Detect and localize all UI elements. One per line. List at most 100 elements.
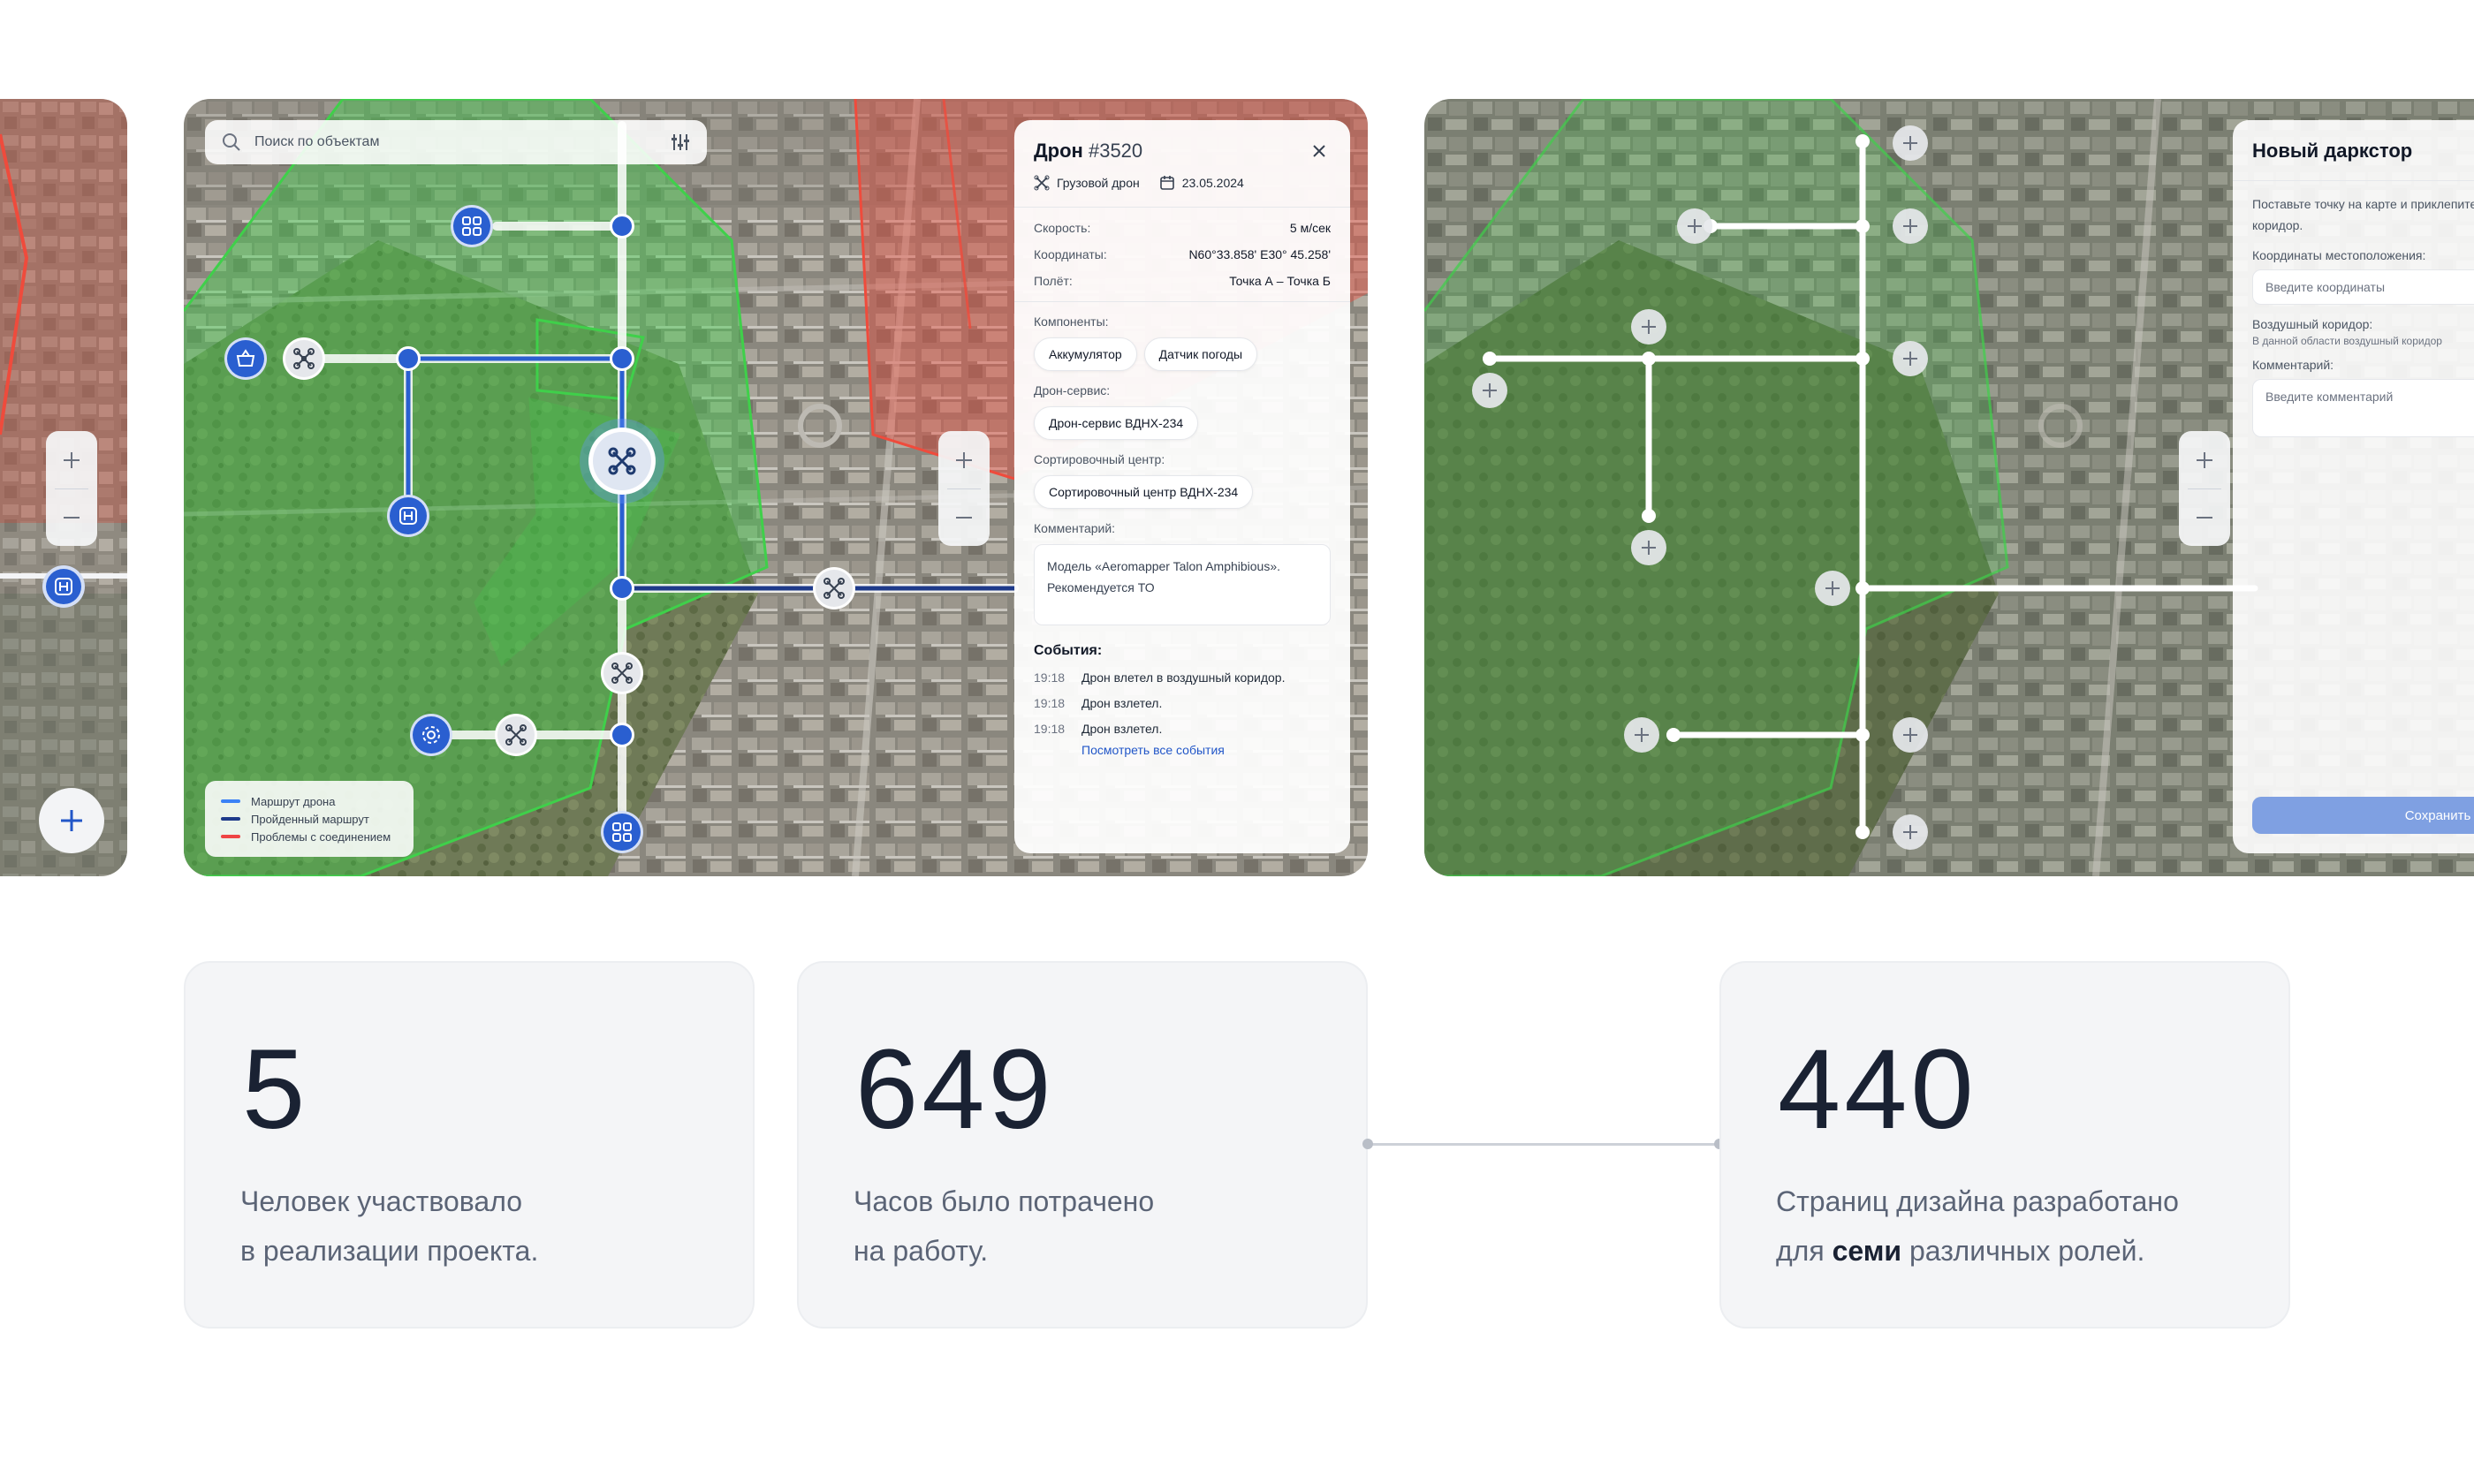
coords-row: Координаты: N60°33.858' E30° 45.258' [1034, 247, 1331, 261]
stat-description: для семи различных ролей. [1776, 1235, 2145, 1267]
plus-icon [1903, 728, 1917, 742]
flight-row: Полёт: Точка А – Точка Б [1034, 274, 1331, 288]
stat-number: 5 [242, 1026, 309, 1153]
gear-icon [422, 726, 440, 744]
plus-icon [1903, 352, 1917, 366]
comment-input[interactable]: Введите комментарий [2252, 379, 2474, 437]
node-marker[interactable] [610, 576, 634, 601]
legend-swatch [221, 835, 240, 838]
stat-number: 440 [1778, 1026, 1977, 1153]
component-chip[interactable]: Датчик погоды [1143, 337, 1258, 371]
stat-card-hours: 649 Часов было потрачено на работу. [797, 961, 1368, 1329]
plus-icon [1635, 728, 1649, 742]
drone-icon [608, 447, 636, 475]
storage-marker[interactable] [451, 205, 493, 247]
drone-icon [823, 578, 845, 599]
add-node-button[interactable] [1677, 208, 1712, 244]
helipad-marker[interactable] [387, 495, 429, 537]
shop-marker[interactable] [224, 337, 267, 380]
zoom-out-button[interactable] [46, 488, 97, 546]
connector-dot [1362, 1139, 1373, 1149]
stat-card-pages: 440 Страниц дизайна разработано для семи… [1719, 961, 2290, 1329]
zoom-out-button[interactable] [2179, 488, 2230, 546]
stat-description: Страниц дизайна разработано [1776, 1185, 2179, 1217]
add-node-button[interactable] [1472, 373, 1507, 408]
map-drone-monitoring: Поиск по объектам Маршрут дрона Пройденн… [184, 99, 1368, 876]
drone-icon [505, 724, 527, 746]
filter-icon[interactable] [670, 132, 691, 153]
search-bar[interactable]: Поиск по объектам [205, 120, 707, 164]
node-marker[interactable] [396, 346, 421, 371]
plus-icon [1688, 219, 1702, 233]
stat-description: Часов было потрачено [854, 1185, 1155, 1217]
sorting-chip[interactable]: Сортировочный центр ВДНХ-234 [1034, 475, 1254, 509]
grid-icon [612, 822, 632, 842]
drone-marker[interactable] [283, 337, 325, 380]
node-marker[interactable] [610, 346, 634, 371]
add-node-button[interactable] [1631, 309, 1666, 344]
search-input[interactable]: Поиск по объектам [254, 134, 380, 149]
legend-swatch [221, 799, 240, 803]
drone-icon [1034, 175, 1050, 191]
plus-icon [1483, 383, 1497, 398]
plus-icon [1903, 136, 1917, 150]
storage-marker[interactable] [601, 811, 643, 853]
node-marker[interactable] [610, 723, 634, 747]
panel-intro: Поставьте точку на карте и приклепите к … [2252, 197, 2474, 232]
stat-card-people: 5 Человек участвовало в реализации проек… [184, 961, 755, 1329]
drone-type: Грузовой дрон [1057, 176, 1140, 190]
service-chip[interactable]: Дрон-сервис ВДНХ-234 [1034, 406, 1199, 440]
calendar-icon [1159, 176, 1174, 190]
connector-line [1368, 1143, 1719, 1146]
zoom-in-button[interactable] [46, 431, 97, 488]
add-node-button[interactable] [1624, 717, 1659, 753]
add-node-button[interactable] [1893, 717, 1928, 753]
panel-title: Дрон #3520 [1034, 140, 1143, 162]
plus-icon [1642, 320, 1656, 334]
save-button[interactable]: Сохранить [2252, 797, 2474, 834]
add-button-left[interactable] [39, 788, 104, 853]
minus-icon [2197, 516, 2212, 519]
hub-marker[interactable] [42, 565, 85, 608]
drone-details-panel: Дрон #3520 Грузовой дрон 23.05.2024 Скор… [1014, 120, 1350, 853]
add-node-button[interactable] [1631, 530, 1666, 565]
selected-drone-marker[interactable] [588, 428, 656, 495]
add-node-button[interactable] [1815, 571, 1850, 606]
add-node-button[interactable] [1893, 208, 1928, 244]
search-icon [223, 133, 240, 151]
component-chip[interactable]: Аккумулятор [1034, 337, 1137, 371]
coords-input[interactable]: Введите координаты [2252, 269, 2474, 305]
event-row: 19:18 Дрон влетел в воздушный коридор. [1034, 670, 1286, 685]
comment-field[interactable]: Модель «Aeromapper Talon Amphibious». Ре… [1034, 544, 1331, 625]
stat-description: Человек участвовало [240, 1185, 523, 1217]
node-marker[interactable] [610, 214, 634, 238]
zoom-control-left [46, 431, 97, 546]
zoom-in-button[interactable] [2179, 431, 2230, 488]
zoom-control [2179, 431, 2230, 546]
add-node-button[interactable] [1893, 814, 1928, 850]
event-row: 19:18 Дрон взлетел. [1034, 721, 1163, 736]
plus-icon [1825, 581, 1840, 595]
plus-icon [1903, 219, 1917, 233]
zoom-out-button[interactable] [938, 488, 990, 546]
add-node-button[interactable] [1893, 341, 1928, 376]
all-events-link[interactable]: Посмотреть все события [1081, 743, 1225, 757]
zoom-control [938, 431, 990, 546]
plus-icon [1903, 825, 1917, 839]
legend-item: Пройденный маршрут [221, 810, 398, 828]
minus-icon [956, 516, 972, 519]
drone-marker[interactable] [495, 714, 537, 756]
stat-number: 649 [855, 1026, 1055, 1153]
helipad-icon [55, 578, 72, 595]
map-darkstore-editor: Новый даркстор Поставьте точку на карте … [1424, 99, 2474, 876]
close-icon[interactable] [1308, 140, 1331, 163]
service-marker[interactable] [410, 714, 452, 756]
plus-icon [61, 810, 82, 831]
map-legend: Маршрут дрона Пройденный маршрут Проблем… [205, 781, 414, 857]
plus-icon [1642, 541, 1656, 555]
drone-marker[interactable] [813, 567, 855, 610]
helipad-icon [399, 507, 417, 525]
drone-marker[interactable] [601, 652, 643, 694]
zoom-in-button[interactable] [938, 431, 990, 488]
add-node-button[interactable] [1893, 125, 1928, 161]
